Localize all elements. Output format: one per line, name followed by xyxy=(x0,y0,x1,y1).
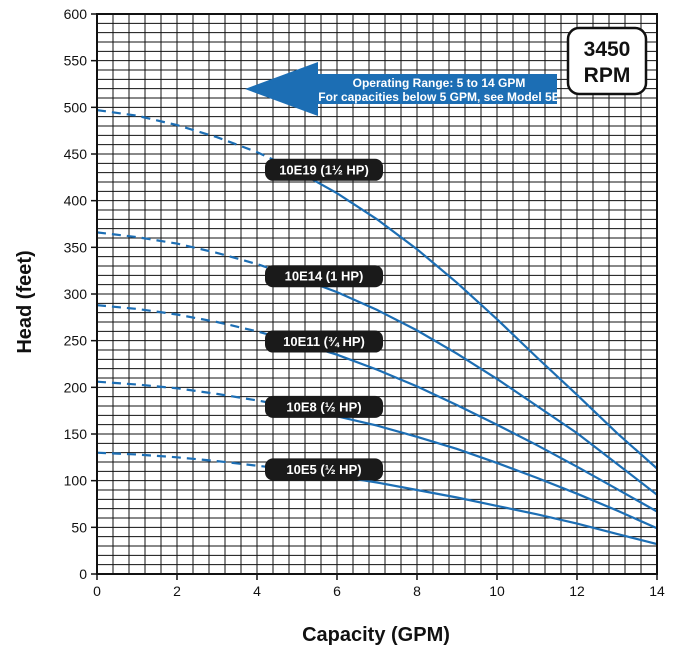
y-axis-title: Head (feet) xyxy=(14,250,36,353)
curve-label-bg xyxy=(265,330,383,353)
curve-dashed-1 xyxy=(96,231,298,279)
x-tick-label: 6 xyxy=(333,583,341,599)
curve-labels: 10E19 (1½ HP) 10E14 (1 HP) 10E11 (¾ HP) 10E… xyxy=(265,158,383,481)
y-tick-label: 200 xyxy=(64,379,88,395)
y-tick-label: 550 xyxy=(64,53,88,69)
y-tick-label: 450 xyxy=(64,146,88,162)
y-tick-label: 300 xyxy=(64,286,88,302)
operating-range-text: Operating Range: 5 to 14 GPM xyxy=(353,76,526,90)
x-tick-label: 14 xyxy=(649,583,665,599)
curve-label: 10E11 (¾ HP) xyxy=(283,334,365,349)
curve-label-bg xyxy=(265,158,383,181)
curve-dashed-0 xyxy=(96,109,298,172)
y-tick-label: 50 xyxy=(71,519,87,535)
curve-label-bg xyxy=(265,265,383,288)
y-tick-label: 150 xyxy=(64,426,88,442)
curve-label: 10E8 (½ HP) xyxy=(286,399,361,414)
x-tick-label: 10 xyxy=(489,583,505,599)
rpm-value: 3450 xyxy=(584,38,631,61)
curve-label-bg xyxy=(265,395,383,418)
x-tick-label: 0 xyxy=(93,583,101,599)
curve-solid-2 xyxy=(296,341,658,513)
curve-dashed-4 xyxy=(96,451,298,472)
y-tick-label: 350 xyxy=(64,239,88,255)
operating-range-arrow xyxy=(245,62,557,116)
x-tick-label: 2 xyxy=(173,583,181,599)
x-tick-label: 8 xyxy=(413,583,421,599)
grid xyxy=(97,14,657,574)
curve-label: 10E19 (1½ HP) xyxy=(279,162,369,177)
y-tick-label: 100 xyxy=(64,473,88,489)
x-tick-label: 12 xyxy=(569,583,585,599)
rpm-badge xyxy=(566,26,648,96)
y-tick-label: 500 xyxy=(64,99,88,115)
curve-solid-3 xyxy=(296,406,658,530)
curve-dashed-2 xyxy=(96,304,298,344)
y-tick-label: 0 xyxy=(79,566,87,582)
x-tick-label: 4 xyxy=(253,583,261,599)
curve-label: 10E5 (½ HP) xyxy=(286,462,361,477)
curve-solid-0 xyxy=(296,169,658,470)
axis-ticks: 0 50 100 150 200 250 300 350 400 450 500 550 600 0 2 4 6… xyxy=(64,6,665,599)
curve-solid-1 xyxy=(296,276,658,496)
y-tick-label: 400 xyxy=(64,193,88,209)
y-tick-label: 600 xyxy=(64,6,88,22)
rpm-unit: RPM xyxy=(584,64,631,87)
y-tick-label: 250 xyxy=(64,333,88,349)
below-range-text: For capacities below 5 GPM, see Model 5E xyxy=(318,90,559,104)
curve-label-bg xyxy=(265,458,383,481)
curve-label: 10E14 (1 HP) xyxy=(285,269,364,284)
x-axis-title: Capacity (GPM) xyxy=(302,624,450,646)
curve-dashed-3 xyxy=(96,380,298,409)
